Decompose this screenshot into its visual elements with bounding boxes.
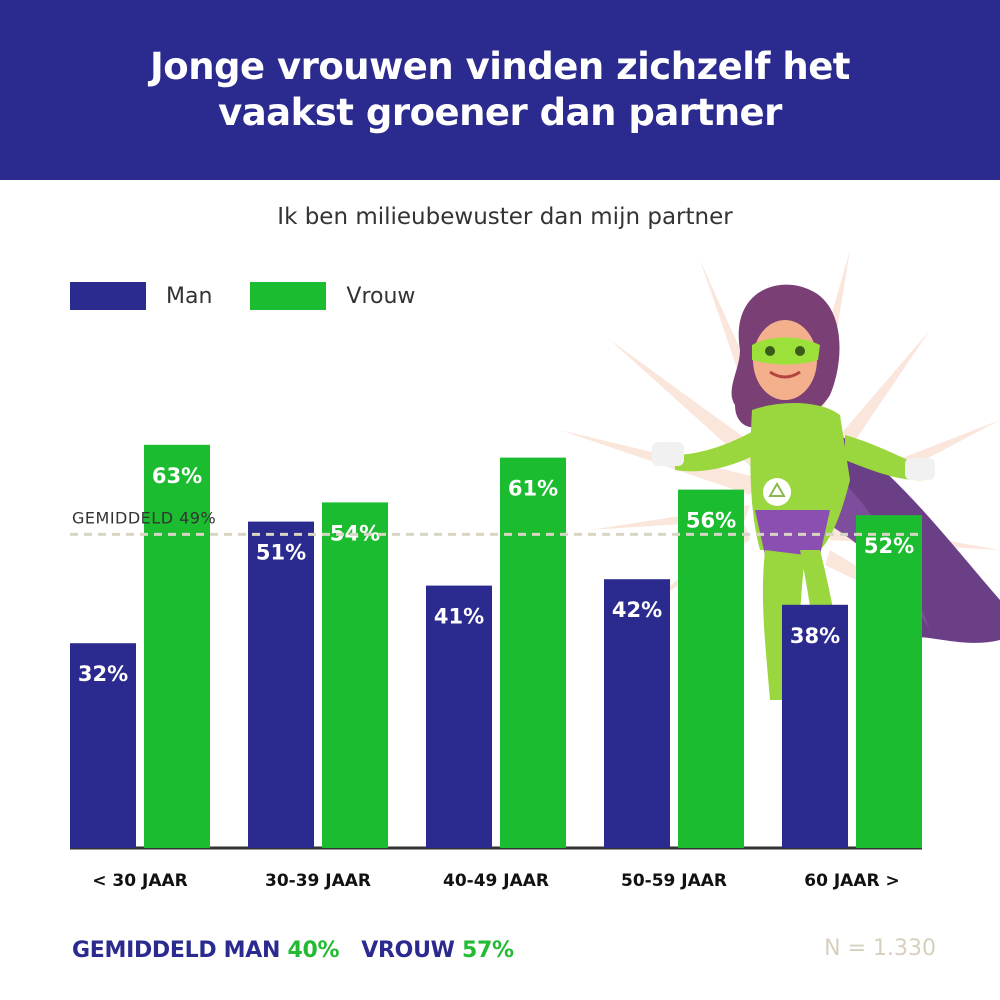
recycle-emblem-icon [763, 478, 791, 506]
average-reference-label: GEMIDDELD 49% [72, 508, 216, 527]
legend-item-vrouw: Vrouw [250, 282, 415, 310]
data-label-vrouw-3: 56% [686, 509, 736, 533]
x-tick-label-3: 50-59 JAAR [621, 871, 727, 891]
bar-vrouw-0 [144, 444, 210, 848]
legend-item-man: Man [70, 282, 212, 310]
data-label-vrouw-0: 63% [152, 464, 202, 488]
footer-summary: GEMIDDELD MAN 40% VROUW 57% [72, 938, 514, 963]
legend-label-vrouw: Vrouw [346, 283, 416, 309]
x-tick-label-0: < 30 JAAR [92, 871, 187, 891]
bar-vrouw-1 [322, 502, 388, 848]
data-label-man-2: 41% [434, 605, 484, 629]
bar-vrouw-3 [678, 489, 744, 848]
legend-label-man: Man [166, 283, 213, 309]
x-tick-label-2: 40-49 JAAR [443, 871, 549, 891]
legend-swatch-man [70, 282, 146, 310]
data-label-man-4: 38% [790, 624, 840, 648]
bar-man-0 [70, 643, 136, 848]
footer-man-value: 40% [287, 938, 340, 963]
data-label-man-0: 32% [78, 662, 128, 686]
data-label-man-3: 42% [612, 598, 662, 622]
sample-size: N = 1.330 [824, 936, 936, 961]
bar-man-1 [248, 521, 314, 848]
chart-title: Ik ben milieubewuster dan mijn partner [277, 204, 733, 230]
bar-vrouw-4 [856, 515, 922, 848]
mask [752, 337, 820, 365]
page-title: Jonge vrouwen vinden zichzelf het vaakst… [150, 45, 850, 134]
bar-chart: 32%63%51%54%41%61%42%56%38%52%GEMIDDELD … [70, 250, 1000, 891]
bar-man-4 [782, 604, 848, 848]
data-label-man-1: 51% [256, 541, 306, 565]
bar-man-3 [604, 579, 670, 848]
footer-man-label: GEMIDDELD MAN [72, 938, 281, 963]
legend-swatch-vrouw [250, 282, 327, 310]
x-tick-label-1: 30-39 JAAR [265, 871, 371, 891]
bar-vrouw-2 [500, 457, 566, 848]
chart-legend: Man Vrouw [70, 282, 453, 310]
footer-vrouw-label: VROUW [361, 938, 455, 963]
data-label-vrouw-2: 61% [508, 477, 558, 501]
left-arm [675, 430, 755, 472]
footer-vrouw-value: 57% [461, 938, 514, 963]
data-label-vrouw-4: 52% [864, 534, 914, 558]
bar-man-2 [426, 585, 492, 848]
header-banner: Jonge vrouwen vinden zichzelf het vaakst… [0, 0, 1000, 180]
x-tick-label-4: 60 JAAR > [804, 871, 899, 891]
